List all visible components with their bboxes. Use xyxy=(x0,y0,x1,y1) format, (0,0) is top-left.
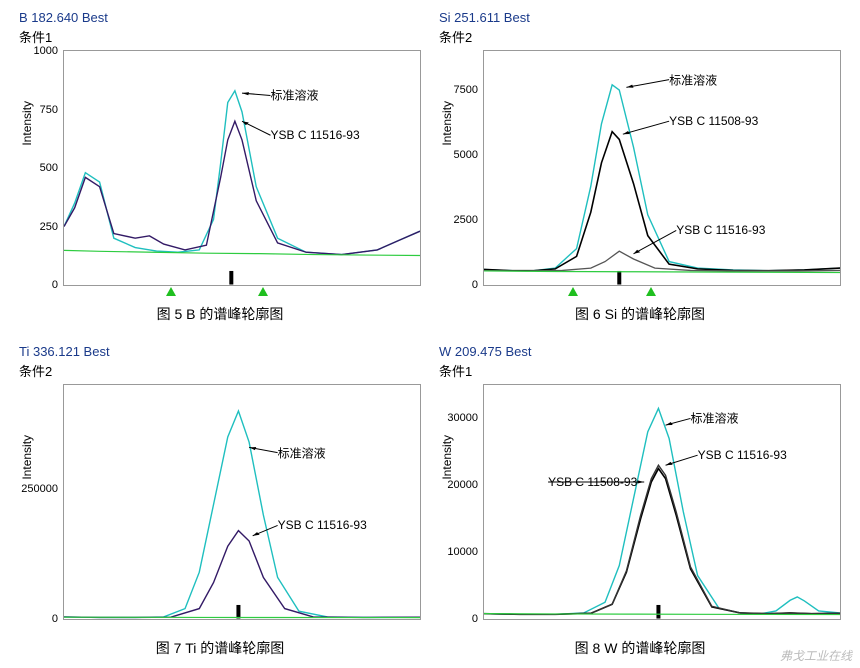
series-line xyxy=(484,408,840,614)
annotation-label: YSB C 11516-93 xyxy=(698,448,787,462)
annotation-label: 标准溶液 xyxy=(270,87,318,104)
panel-caption: 图 7 Ti 的谱峰轮廓图 xyxy=(15,638,425,658)
panel-title: Ti 336.121 Best xyxy=(15,344,425,359)
y-tick: 250000 xyxy=(18,483,58,495)
series-line xyxy=(484,132,840,271)
series-line xyxy=(484,85,840,271)
chart-grid: B 182.640 Best 条件1 Intensity02505007501000… xyxy=(0,0,860,668)
y-tick: 5000 xyxy=(438,149,478,161)
panel-title: B 182.640 Best xyxy=(15,10,425,25)
annotation-label: YSB C 11508-93 xyxy=(548,475,637,489)
y-tick: 0 xyxy=(18,613,58,625)
marker-triangle-icon xyxy=(258,287,268,296)
y-tick: 30000 xyxy=(438,412,478,424)
panel-caption: 图 5 B 的谱峰轮廓图 xyxy=(15,304,425,324)
y-tick: 0 xyxy=(18,279,58,291)
y-tick: 10000 xyxy=(438,546,478,558)
chart-area: Intensity0250050007500标准溶液YSB C 11508-93… xyxy=(483,50,841,286)
annotation-label: 标准溶液 xyxy=(278,444,326,461)
annotation-label: 标准溶液 xyxy=(690,410,738,427)
panel-subtitle: 条件2 xyxy=(15,361,425,380)
panel-b: B 182.640 Best 条件1 Intensity02505007501000… xyxy=(15,10,425,324)
annotation-label: YSB C 11508-93 xyxy=(669,114,758,128)
annotation-label: YSB C 11516-93 xyxy=(270,128,359,142)
series-line xyxy=(64,411,420,617)
panel-subtitle: 条件2 xyxy=(435,27,845,46)
chart-area: Intensity0100002000030000标准溶液YSB C 11516… xyxy=(483,384,841,620)
panel-title: W 209.475 Best xyxy=(435,344,845,359)
marker-triangle-icon xyxy=(568,287,578,296)
series-line xyxy=(64,91,420,255)
series-line xyxy=(484,469,840,615)
panel-si: Si 251.611 Best条件2Intensity0250050007500… xyxy=(435,10,845,324)
y-tick: 0 xyxy=(438,279,478,291)
panel-title: Si 251.611 Best xyxy=(435,10,845,25)
series-line xyxy=(484,465,840,614)
y-tick: 1000 xyxy=(18,45,58,57)
panel-ti: Ti 336.121 Best条件2Intensity0250000标准溶液YS… xyxy=(15,344,425,658)
panel-subtitle: 条件1 xyxy=(15,27,425,46)
series-line xyxy=(64,531,420,618)
y-tick: 7500 xyxy=(438,84,478,96)
marker-triangle-icon xyxy=(166,287,176,296)
y-tick: 0 xyxy=(438,613,478,625)
panel-caption: 图 8 W 的谱峰轮廓图 xyxy=(435,638,845,658)
y-tick: 20000 xyxy=(438,479,478,491)
y-tick: 750 xyxy=(18,104,58,116)
marker-triangle-icon xyxy=(646,287,656,296)
annotation-label: YSB C 11516-93 xyxy=(278,518,367,532)
panel-caption: 图 6 Si 的谱峰轮廓图 xyxy=(435,304,845,324)
y-tick: 2500 xyxy=(438,214,478,226)
panel-w: W 209.475 Best 条件1 Intensity01000020000300… xyxy=(435,344,845,658)
panel-subtitle: 条件1 xyxy=(435,361,845,380)
y-tick: 500 xyxy=(18,162,58,174)
annotation-label: YSB C 11516-93 xyxy=(676,223,765,237)
y-tick: 250 xyxy=(18,221,58,233)
annotation-label: 标准溶液 xyxy=(669,71,717,88)
chart-area: Intensity0250000标准溶液YSB C 11516-93 xyxy=(63,384,421,620)
chart-area: Intensity02505007501000标准溶液YSB C 11516-9… xyxy=(63,50,421,286)
series-line xyxy=(64,121,420,254)
